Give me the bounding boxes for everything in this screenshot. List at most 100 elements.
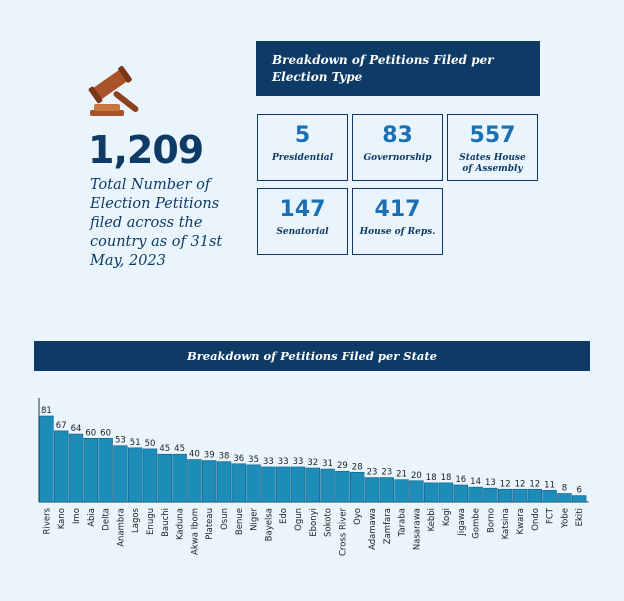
bar-zamfara <box>379 477 394 503</box>
category-label: Kwara <box>516 508 526 534</box>
type-box-presidential: 5 Presidential <box>257 114 348 181</box>
bar-value-label: 40 <box>189 450 200 460</box>
bar-value-label: 38 <box>219 452 230 462</box>
state-breakdown-title: Breakdown of Petitions Filed per State <box>34 341 590 371</box>
bar-value-label: 23 <box>381 468 392 478</box>
bar-adamawa <box>364 477 380 503</box>
bar-value-label: 14 <box>470 477 481 487</box>
bar-benue <box>231 463 246 503</box>
bar-niger <box>246 464 261 503</box>
category-label: Imo <box>72 508 82 524</box>
category-label: FCT <box>546 507 556 524</box>
bar-value-label: 18 <box>441 473 452 483</box>
bar-value-label: 51 <box>130 438 141 448</box>
category-label: Rivers <box>42 507 52 534</box>
gavel-icon <box>88 65 139 116</box>
bar-kebbi <box>423 482 439 503</box>
category-label: Plateau <box>205 508 215 540</box>
type-box-senatorial: 147 Senatorial <box>257 188 348 255</box>
bar-taraba <box>394 479 409 503</box>
bar-abia <box>83 437 99 503</box>
category-label: Nasarawa <box>412 508 422 550</box>
category-label: Kaduna <box>176 508 186 540</box>
type-label: Governorship <box>363 153 432 163</box>
bar-value-label: 32 <box>307 458 318 468</box>
bar-value-label: 12 <box>529 479 540 489</box>
bar-kogi <box>438 482 454 503</box>
bar-value-label: 20 <box>411 471 422 481</box>
bar-value-label: 50 <box>145 439 156 449</box>
category-label: Gombe <box>472 508 482 539</box>
bar-value-label: 12 <box>515 479 526 489</box>
category-label: Niger <box>250 507 260 530</box>
type-label: States House of Assembly <box>459 153 526 174</box>
category-label: Sokoto <box>324 508 334 537</box>
bar-ekiti <box>571 495 587 503</box>
bar-edo <box>276 466 291 503</box>
total-petitions-caption: Total Number of Election Petitions filed… <box>90 177 223 269</box>
category-label: Kano <box>57 508 67 529</box>
bar-delta <box>98 437 113 503</box>
bar-value-label: 33 <box>293 457 304 467</box>
category-label: Taraba <box>398 508 408 537</box>
total-petitions-value: 1,209 <box>88 128 204 172</box>
bar-value-label: 11 <box>544 480 555 490</box>
type-label: Senatorial <box>276 227 329 237</box>
category-label: Osun <box>220 508 230 530</box>
category-label: Yobe <box>560 508 570 529</box>
bar-jigawa <box>453 484 468 503</box>
bar-value-label: 13 <box>485 478 496 488</box>
category-label: Cross River <box>338 508 348 557</box>
bar-borno <box>483 487 498 503</box>
type-breakdown-title: Breakdown of Petitions Filed per Electio… <box>256 41 540 96</box>
category-label: Anambra <box>116 508 126 547</box>
type-box-governorship: 83 Governorship <box>352 114 443 181</box>
bar-value-label: 45 <box>174 444 185 454</box>
bar-osun <box>216 461 232 503</box>
type-value: 557 <box>469 123 516 148</box>
bar-kano <box>53 430 69 503</box>
category-label: Bayelsa <box>264 508 274 541</box>
bar-imo <box>68 433 84 503</box>
type-value: 147 <box>279 197 326 222</box>
bar-ebonyi <box>305 467 320 503</box>
type-value: 83 <box>382 123 413 148</box>
category-label: Ekiti <box>575 508 585 526</box>
bar-yobe <box>557 493 572 503</box>
bar-value-label: 16 <box>455 475 466 485</box>
bar-value-label: 39 <box>204 451 215 461</box>
bar-bayelsa <box>261 466 276 503</box>
category-label: Borno <box>486 508 496 533</box>
category-label: Bauchi <box>161 508 171 537</box>
category-label: Edo <box>279 508 289 524</box>
bar-nasarawa <box>409 480 424 503</box>
type-label: House of Reps. <box>359 227 436 237</box>
bar-value-label: 31 <box>322 459 333 469</box>
bar-value-label: 23 <box>367 468 378 478</box>
bar-value-label: 67 <box>56 421 67 431</box>
type-value: 417 <box>374 197 421 222</box>
bar-value-label: 60 <box>85 428 96 438</box>
category-label: Oyo <box>353 508 363 525</box>
bar-value-label: 35 <box>248 455 259 465</box>
bar-value-label: 81 <box>41 406 52 416</box>
type-value: 5 <box>294 123 311 148</box>
category-label: Katsina <box>501 508 511 539</box>
bar-katsina <box>497 488 513 503</box>
bar-value-label: 45 <box>159 444 170 454</box>
category-label: Delta <box>102 508 112 531</box>
bar-enugu <box>142 448 158 503</box>
bar-value-label: 29 <box>337 461 348 471</box>
category-label: Adamawa <box>368 508 378 550</box>
bar-oyo <box>349 471 365 503</box>
bar-akwa-ibom <box>187 459 202 503</box>
bar-value-label: 53 <box>115 436 126 446</box>
bar-value-label: 8 <box>562 484 567 494</box>
bar-ogun <box>290 466 306 503</box>
bar-value-label: 33 <box>263 457 274 467</box>
bar-value-label: 33 <box>278 457 289 467</box>
bar-value-label: 18 <box>426 473 437 483</box>
bar-sokoto <box>320 468 335 503</box>
category-label: Kebbi <box>427 508 437 532</box>
